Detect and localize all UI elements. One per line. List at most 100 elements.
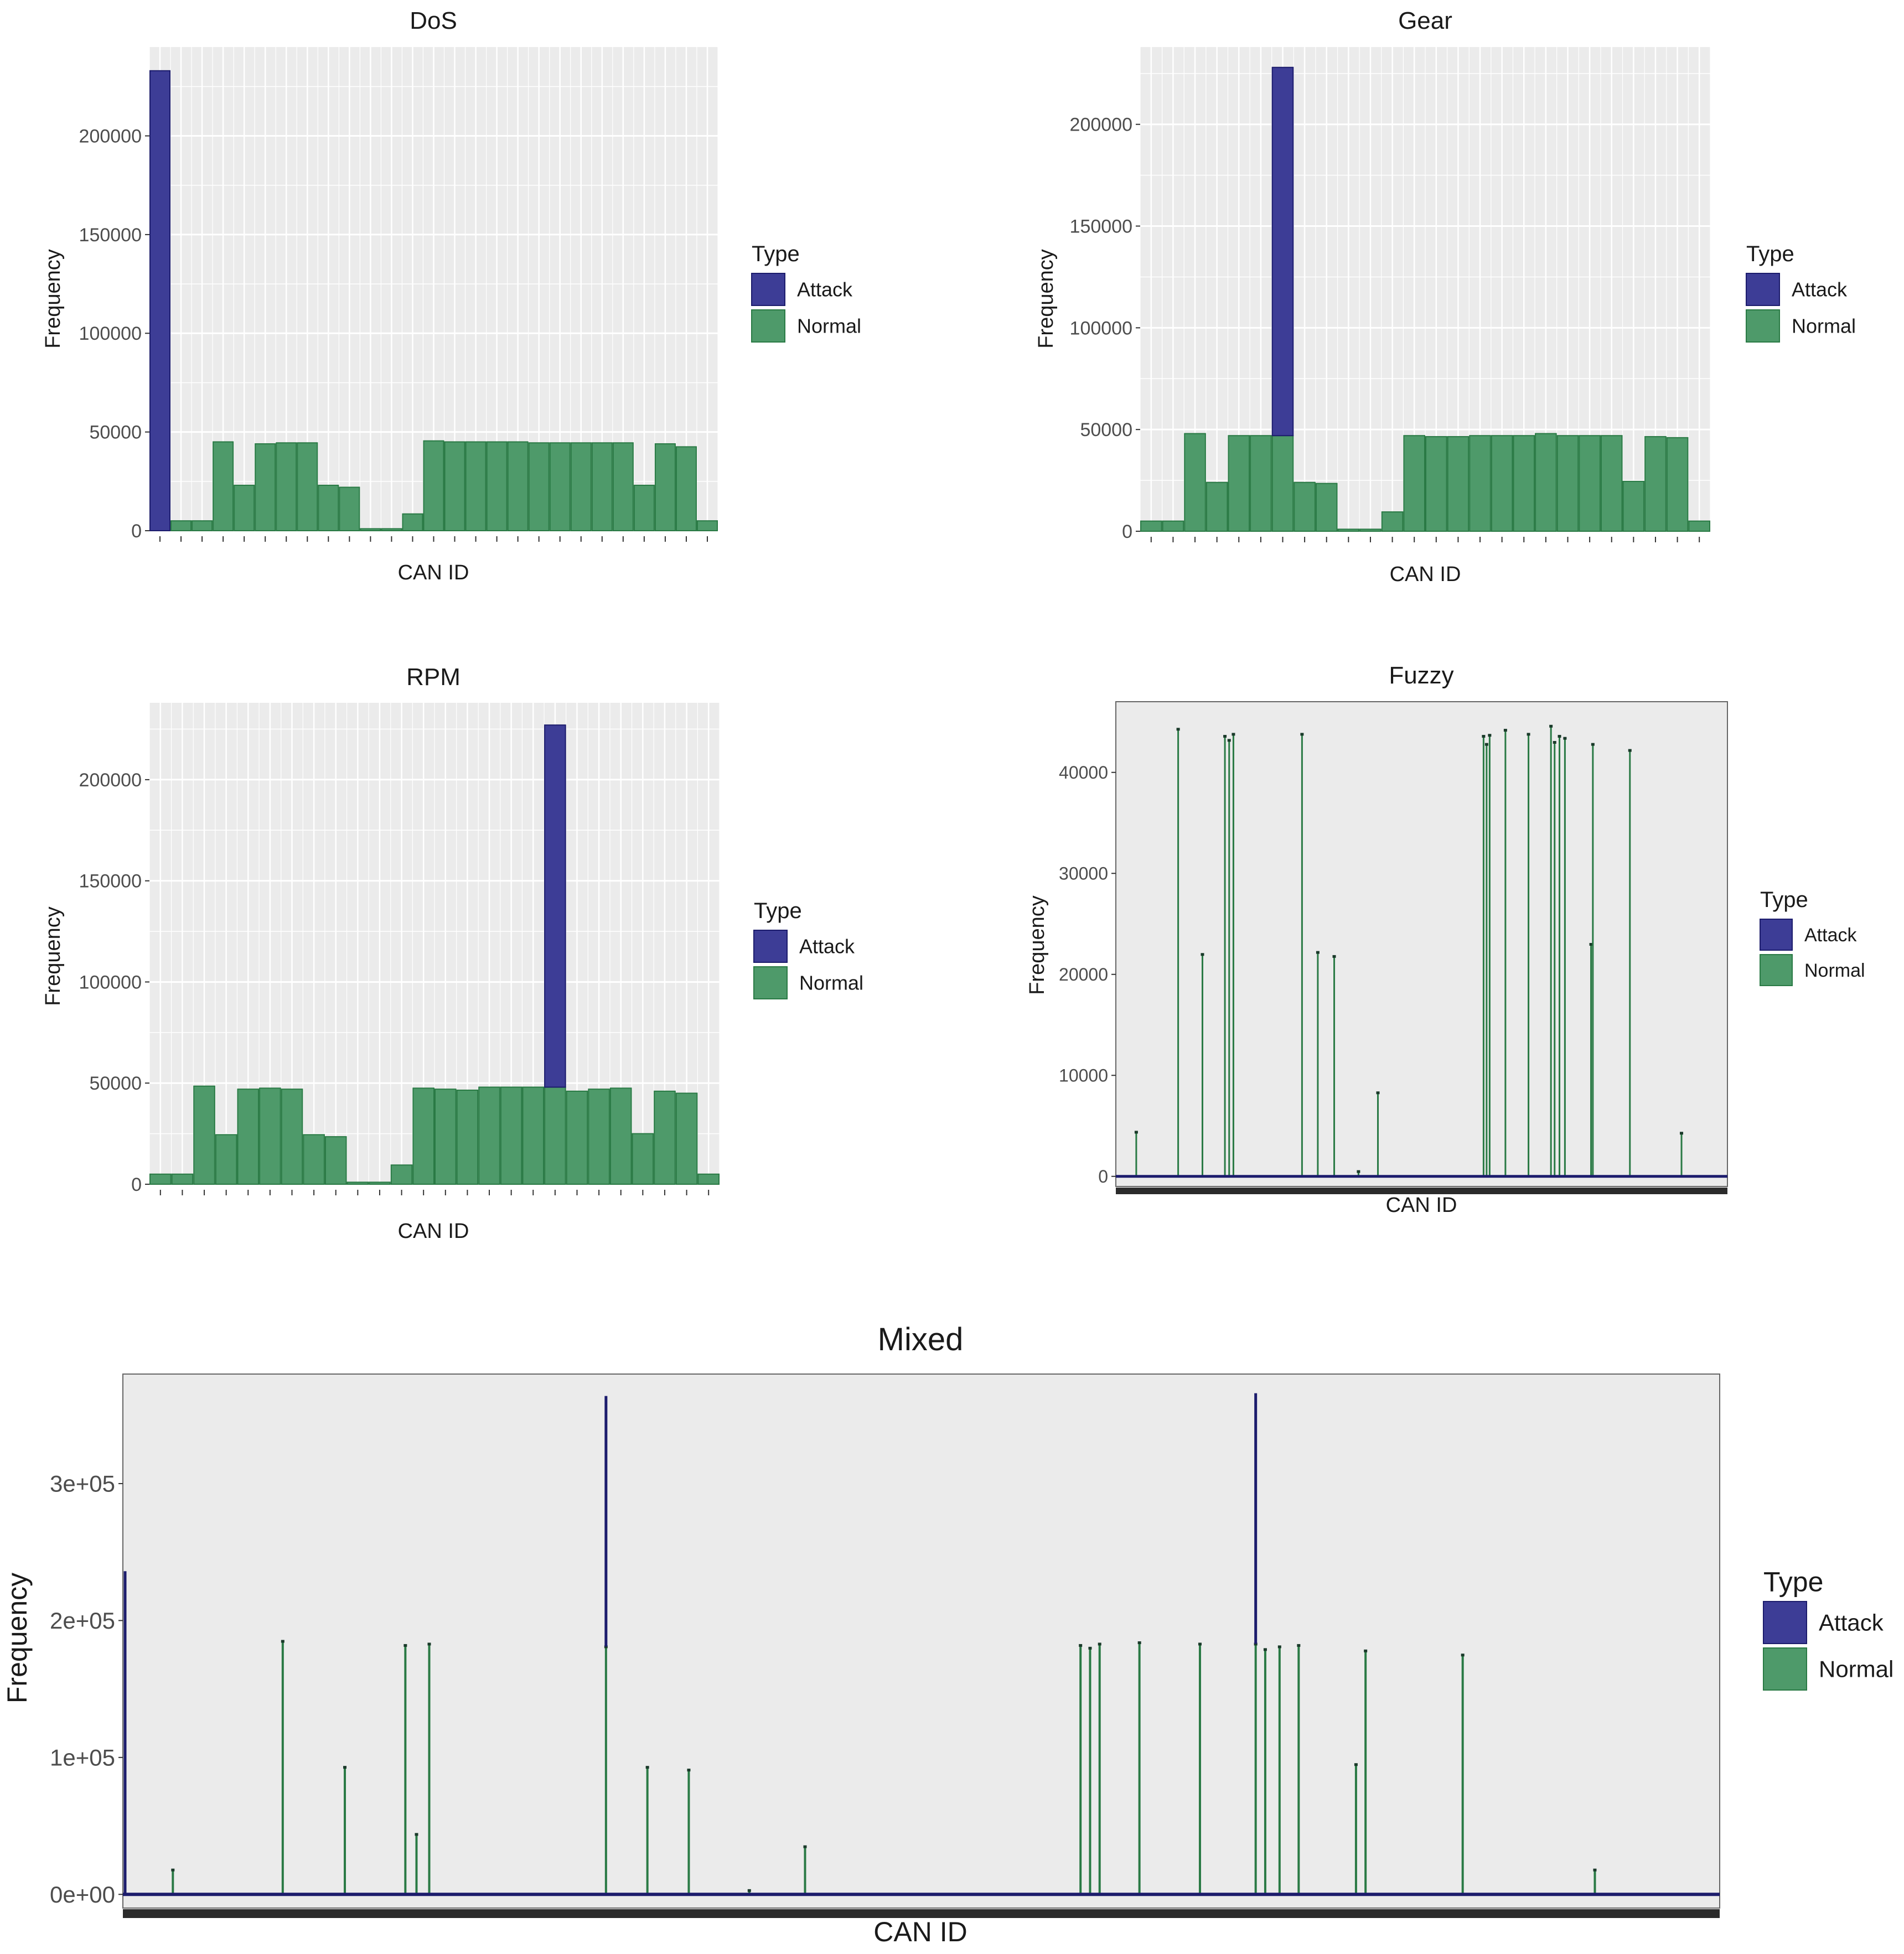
y-tick-label: 0 <box>1098 1167 1108 1186</box>
normal-bar <box>402 513 423 531</box>
legend-title: Type <box>1760 888 1808 912</box>
legend: Type Attack Normal <box>1760 888 1865 986</box>
normal-bar <box>434 1089 457 1185</box>
y-tick-label: 100000 <box>1070 318 1132 339</box>
legend-label-attack: Attack <box>1792 278 1848 301</box>
normal-bar <box>381 528 402 532</box>
legend: Type Attack Normal <box>751 242 861 343</box>
normal-bar <box>591 442 613 531</box>
y-tick-label: 50000 <box>89 422 142 443</box>
normal-bar <box>1294 481 1316 532</box>
normal-bar <box>149 1173 172 1185</box>
normal-bar <box>1359 528 1382 532</box>
normal-bar <box>1184 433 1206 532</box>
legend-label-normal: Normal <box>1819 1656 1893 1682</box>
normal-bar <box>1403 435 1425 532</box>
normal-bar <box>478 1086 500 1185</box>
chart-title: DoS <box>410 7 457 34</box>
normal-bar <box>318 484 339 532</box>
spike-cap <box>403 1644 407 1647</box>
y-axis-label: Frequency <box>42 249 65 349</box>
normal-bar <box>1250 435 1272 532</box>
legend-label-attack: Attack <box>799 935 855 958</box>
normal-bar <box>697 1173 720 1185</box>
spike-cap <box>1300 733 1304 736</box>
chart-fuzzy: 0 10000 20000 30000 40000 Fuzzy CAN ID Frequenc… <box>1026 662 1865 1217</box>
spike-cap <box>604 1645 608 1649</box>
normal-bar <box>612 442 634 531</box>
normal-bar <box>259 1087 281 1185</box>
normal-bar <box>1556 435 1579 532</box>
y-tick-label: 150000 <box>79 225 142 246</box>
y-tick-label: 100000 <box>79 972 142 993</box>
normal-bar <box>255 443 276 532</box>
normal-bar <box>528 442 550 531</box>
spike-cap <box>1549 724 1553 728</box>
spike-cap <box>1297 1644 1301 1647</box>
spike-cap <box>1593 1868 1597 1872</box>
legend-key-normal <box>1763 1647 1807 1691</box>
spike-cap <box>415 1833 418 1836</box>
y-axis-label: Frequency <box>42 906 65 1006</box>
y-tick-label: 0e+00 <box>50 1882 115 1908</box>
spike-cap <box>1137 1641 1141 1644</box>
attack-bar <box>544 724 566 1088</box>
spike-cap <box>171 1868 175 1872</box>
spike-cap <box>1461 1654 1465 1657</box>
normal-bar <box>544 1086 566 1185</box>
normal-bar <box>192 520 213 532</box>
legend-label-attack: Attack <box>1819 1610 1884 1636</box>
legend-label-attack: Attack <box>797 278 853 301</box>
spike-cap <box>1503 729 1507 732</box>
spike-cap <box>1357 1170 1360 1173</box>
normal-bar <box>215 1134 237 1185</box>
spike-cap <box>1484 743 1488 746</box>
spike-cap <box>281 1640 284 1643</box>
normal-bar <box>1513 435 1535 532</box>
y-tick-label: 20000 <box>1059 965 1108 984</box>
normal-bar <box>696 520 718 532</box>
normal-bar <box>1622 480 1645 532</box>
spike-cap <box>1134 1131 1138 1134</box>
spike-cap <box>1563 737 1567 740</box>
x-axis-label: CAN ID <box>398 1220 469 1243</box>
spike-cap <box>1527 733 1530 736</box>
normal-bar <box>588 1089 610 1185</box>
legend-title: Type <box>752 242 800 266</box>
spike-cap <box>1316 951 1320 954</box>
normal-bar <box>346 1181 369 1185</box>
chart-title: Gear <box>1398 7 1452 34</box>
y-tick-label: 100000 <box>79 323 142 344</box>
chart-title: Fuzzy <box>1389 662 1453 689</box>
y-tick-label: 0 <box>1122 521 1132 542</box>
legend: Type Attack Normal <box>1746 242 1856 343</box>
normal-bar <box>324 1136 347 1185</box>
y-tick-label: 50000 <box>1080 419 1132 440</box>
spike-cap <box>1558 735 1561 738</box>
normal-bar <box>654 443 676 532</box>
spike-cap <box>1364 1649 1368 1652</box>
y-tick-label: 40000 <box>1059 763 1108 782</box>
normal-bar <box>1425 436 1447 532</box>
chart-gear: 0 50000 100000 150000 200000 Gear CAN ID Freque… <box>1034 7 1856 586</box>
normal-bar <box>500 1086 522 1185</box>
normal-bar <box>1381 511 1404 532</box>
spike-cap <box>1680 1132 1684 1135</box>
normal-bar <box>675 446 697 531</box>
normal-bar <box>234 484 255 532</box>
legend-label-normal: Normal <box>1792 315 1856 338</box>
normal-bar <box>465 441 487 531</box>
normal-bar <box>412 1087 435 1185</box>
legend-key-normal <box>751 309 785 343</box>
spike-cap <box>343 1766 347 1769</box>
normal-bar <box>281 1089 303 1185</box>
spike-cap <box>1263 1648 1267 1651</box>
y-tick-label: 200000 <box>1070 115 1132 136</box>
y-tick-label: 1e+05 <box>50 1745 115 1771</box>
normal-bar <box>486 441 508 531</box>
spike-cap <box>1088 1646 1092 1650</box>
normal-bar <box>1271 435 1294 532</box>
normal-bar <box>339 486 360 532</box>
legend-title: Type <box>1763 1567 1823 1598</box>
